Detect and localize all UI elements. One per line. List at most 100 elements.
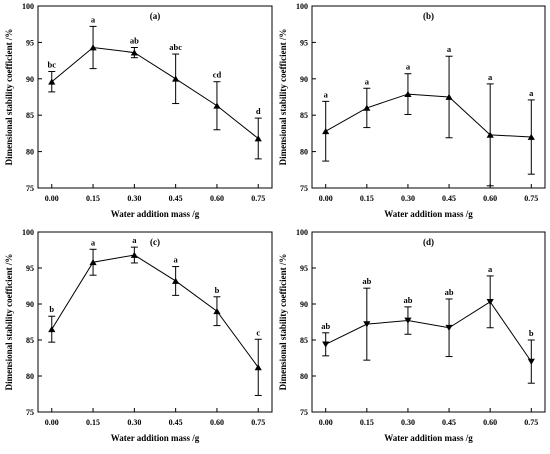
significance-label: a: [488, 72, 493, 82]
x-tick-label: 0.45: [442, 418, 456, 427]
x-tick-label: 0.15: [86, 418, 100, 427]
y-tick-label: 80: [300, 148, 308, 157]
y-tick-label: 80: [300, 372, 308, 381]
x-tick-label: 0.00: [319, 418, 333, 427]
significance-label: a: [132, 235, 137, 245]
significance-label: abc: [169, 42, 182, 52]
x-axis-label: Water addition mass /g: [111, 433, 200, 443]
data-point: [172, 75, 180, 82]
significance-label: a: [488, 264, 493, 274]
series-line: [51, 46, 259, 139]
significance-label: c: [256, 327, 260, 337]
data-point: [527, 133, 535, 140]
data-point: [213, 102, 221, 109]
data-point: [89, 259, 97, 266]
significance-label: cd: [213, 70, 222, 80]
x-tick-label: 0.00: [319, 194, 333, 203]
x-tick-label: 0.45: [169, 418, 183, 427]
data-point: [445, 324, 453, 331]
x-tick-label: 0.75: [524, 194, 538, 203]
chart-panel-c: 75 80 85 90 95 100 0.00 0.15 0.30 0.45 0.60 0.75 Wat…: [4, 228, 273, 443]
x-axis-label: Water addition mass /g: [111, 209, 200, 219]
x-tick-label: 0.60: [210, 418, 224, 427]
y-axis-label: Dimensional stability coefficient /%: [278, 29, 288, 166]
y-tick-label: 90: [300, 75, 308, 84]
data-point: [130, 49, 138, 56]
y-tick-label: 85: [300, 111, 308, 120]
series-line: [51, 254, 259, 368]
y-tick-label: 90: [26, 75, 34, 84]
chart-panel-b: 75 80 85 90 95 100 0.00 0.15 0.30 0.45 0.60 0.75 Wat…: [278, 2, 546, 219]
data-point: [254, 135, 262, 142]
x-tick-label: 0.75: [251, 418, 265, 427]
y-tick-label: 90: [300, 300, 308, 309]
plot-frame: [311, 231, 546, 413]
y-tick-label: 75: [26, 184, 34, 193]
y-tick-label: 100: [22, 2, 34, 11]
y-tick-label: 80: [26, 372, 34, 381]
data-point: [130, 251, 138, 258]
significance-label: a: [174, 255, 179, 265]
panel-label: (b): [423, 11, 434, 21]
significance-label: a: [447, 44, 452, 54]
series-line: [325, 301, 532, 362]
significance-label: b: [215, 285, 220, 295]
y-tick-label: 95: [26, 38, 34, 47]
significance-label: d: [256, 106, 261, 116]
y-tick-label: 85: [26, 111, 34, 120]
data-point: [213, 307, 221, 315]
y-tick-label: 85: [300, 336, 308, 345]
data-point: [363, 321, 371, 328]
x-tick-label: 0.15: [86, 194, 100, 203]
plot-frame: [37, 5, 273, 189]
y-tick-label: 85: [26, 336, 34, 345]
chart-panel-d: 75 80 85 90 95 100 0.00 0.15 0.30 0.45 0.60 0.75 Wat…: [278, 228, 546, 443]
panel-label: (c): [150, 237, 160, 247]
y-axis-label: Dimensional stability coefficient /%: [278, 254, 288, 391]
x-tick-label: 0.00: [45, 194, 59, 203]
data-point: [363, 104, 371, 111]
x-tick-label: 0.30: [127, 194, 141, 203]
y-tick-label: 80: [26, 148, 34, 157]
significance-label: b: [529, 328, 534, 338]
data-point: [48, 325, 56, 333]
x-tick-label: 0.00: [45, 418, 59, 427]
x-tick-label: 0.45: [442, 194, 456, 203]
y-axis-label: Dimensional stability coefficient /%: [4, 29, 14, 166]
significance-label: ab: [403, 295, 412, 305]
data-point: [404, 90, 412, 97]
significance-label: bc: [48, 60, 57, 70]
data-point: [322, 127, 330, 135]
data-point: [486, 131, 494, 138]
x-axis-label: Water addition mass /g: [384, 209, 473, 219]
significance-label: ab: [445, 287, 454, 297]
y-tick-label: 100: [296, 2, 308, 11]
significance-label: ab: [130, 35, 139, 45]
data-point: [404, 317, 412, 324]
x-tick-label: 0.60: [483, 194, 497, 203]
x-tick-label: 0.60: [483, 418, 497, 427]
x-tick-label: 0.60: [210, 194, 224, 203]
data-point: [254, 364, 262, 371]
y-tick-label: 75: [26, 408, 34, 417]
data-point: [445, 93, 453, 100]
x-axis-label: Water addition mass /g: [384, 433, 473, 443]
x-tick-label: 0.45: [169, 194, 183, 203]
y-tick-label: 95: [26, 264, 34, 273]
significance-label: ab: [321, 321, 330, 331]
significance-label: ab: [362, 276, 371, 286]
panel-label: (a): [150, 11, 161, 21]
significance-label: a: [91, 237, 96, 247]
data-point: [486, 298, 494, 306]
data-point: [48, 78, 56, 85]
plot-frame: [311, 5, 546, 189]
x-tick-label: 0.30: [401, 194, 415, 203]
y-tick-label: 75: [300, 408, 308, 417]
chart-panel-a: 75 80 85 90 95 100 0.00 0.15 0.30 0.45 0.60 0.75 Wat…: [4, 2, 273, 219]
x-tick-label: 0.30: [127, 418, 141, 427]
y-tick-label: 75: [300, 184, 308, 193]
plot-frame: [37, 231, 273, 413]
significance-label: a: [365, 76, 370, 86]
y-tick-label: 95: [300, 38, 308, 47]
